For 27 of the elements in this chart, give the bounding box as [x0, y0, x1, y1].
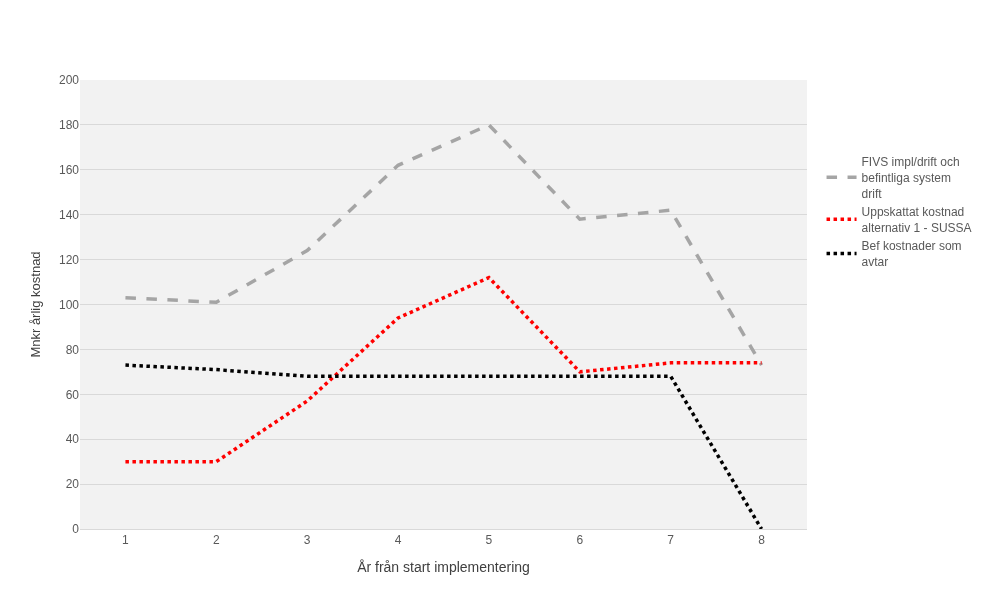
x-tick-label: 1	[122, 533, 130, 548]
x-tick-label: 6	[576, 533, 584, 548]
legend-label: Bef kostnader som avtar	[861, 239, 962, 269]
y-tick-label: 20	[65, 477, 80, 492]
y-axis-title: Mnkr årlig kostnad	[27, 251, 43, 358]
y-tick-label: 100	[58, 297, 80, 312]
x-tick-label: 5	[485, 533, 493, 548]
y-tick-label: 60	[65, 387, 80, 402]
x-axis-title: År från start implementering	[357, 558, 530, 575]
x-tick-label: 3	[303, 533, 311, 548]
line-series	[123, 123, 764, 367]
y-tick-label: 80	[65, 342, 80, 357]
y-tick-label: 200	[58, 73, 80, 88]
y-tick-label: 180	[58, 118, 80, 133]
x-tick-label: 4	[394, 533, 402, 548]
line-series	[123, 275, 764, 464]
x-tick-label: 7	[667, 533, 675, 548]
x-tick-label: 8	[758, 533, 766, 548]
y-tick-label: 140	[58, 207, 80, 222]
y-tick-label: 120	[58, 252, 80, 267]
y-tick-label: 160	[58, 163, 80, 177]
legend-label: Uppskattat kostnad alternativ 1 - SUSSA	[861, 205, 972, 235]
y-tick-label: 0	[72, 522, 80, 537]
legend-label: FIVS impl/drift och befintliga system drift	[861, 155, 960, 201]
y-tick-label: 40	[65, 432, 80, 447]
x-tick-label: 2	[212, 533, 220, 548]
line-series	[123, 363, 764, 529]
